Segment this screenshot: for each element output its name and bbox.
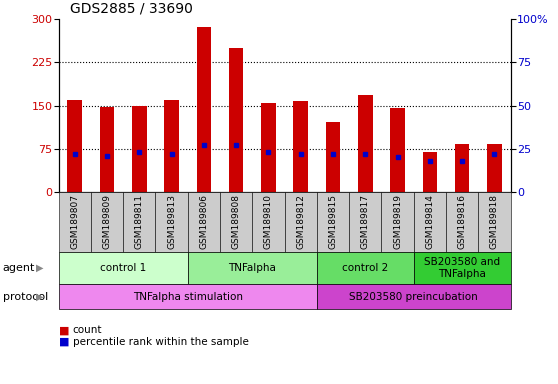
- Text: control 1: control 1: [100, 263, 146, 273]
- Text: GSM189814: GSM189814: [425, 194, 434, 249]
- Text: ▶: ▶: [36, 263, 44, 273]
- Bar: [229, 48, 243, 192]
- Bar: [358, 95, 373, 192]
- Text: SB203580 preincubation: SB203580 preincubation: [349, 291, 478, 302]
- Text: GSM189811: GSM189811: [135, 194, 144, 249]
- Text: GSM189813: GSM189813: [167, 194, 176, 249]
- Text: GSM189806: GSM189806: [199, 194, 208, 249]
- Bar: [326, 122, 340, 192]
- Text: GSM189819: GSM189819: [393, 194, 402, 249]
- Text: GSM189816: GSM189816: [458, 194, 466, 249]
- Bar: [164, 100, 179, 192]
- Text: GSM189810: GSM189810: [264, 194, 273, 249]
- Text: TNFalpha stimulation: TNFalpha stimulation: [133, 291, 243, 302]
- Text: count: count: [73, 325, 102, 335]
- Text: ▶: ▶: [36, 291, 44, 302]
- Text: GSM189817: GSM189817: [361, 194, 370, 249]
- Text: GSM189812: GSM189812: [296, 194, 305, 249]
- Text: protocol: protocol: [3, 291, 48, 302]
- Bar: [422, 152, 437, 192]
- Bar: [294, 101, 308, 192]
- Bar: [68, 100, 82, 192]
- Bar: [487, 144, 502, 192]
- Bar: [100, 107, 114, 192]
- Text: TNFalpha: TNFalpha: [228, 263, 276, 273]
- Bar: [390, 109, 405, 192]
- Bar: [132, 106, 147, 192]
- Text: GSM189807: GSM189807: [70, 194, 79, 249]
- Bar: [455, 144, 469, 192]
- Text: ■: ■: [59, 325, 69, 335]
- Text: GSM189809: GSM189809: [103, 194, 112, 249]
- Text: percentile rank within the sample: percentile rank within the sample: [73, 337, 248, 347]
- Text: GDS2885 / 33690: GDS2885 / 33690: [70, 2, 193, 15]
- Text: ■: ■: [59, 337, 69, 347]
- Text: control 2: control 2: [342, 263, 388, 273]
- Text: GSM189818: GSM189818: [490, 194, 499, 249]
- Text: GSM189808: GSM189808: [232, 194, 240, 249]
- Text: GSM189815: GSM189815: [329, 194, 338, 249]
- Text: agent: agent: [3, 263, 35, 273]
- Text: SB203580 and
TNFalpha: SB203580 and TNFalpha: [424, 257, 500, 279]
- Bar: [196, 27, 211, 192]
- Bar: [261, 103, 276, 192]
